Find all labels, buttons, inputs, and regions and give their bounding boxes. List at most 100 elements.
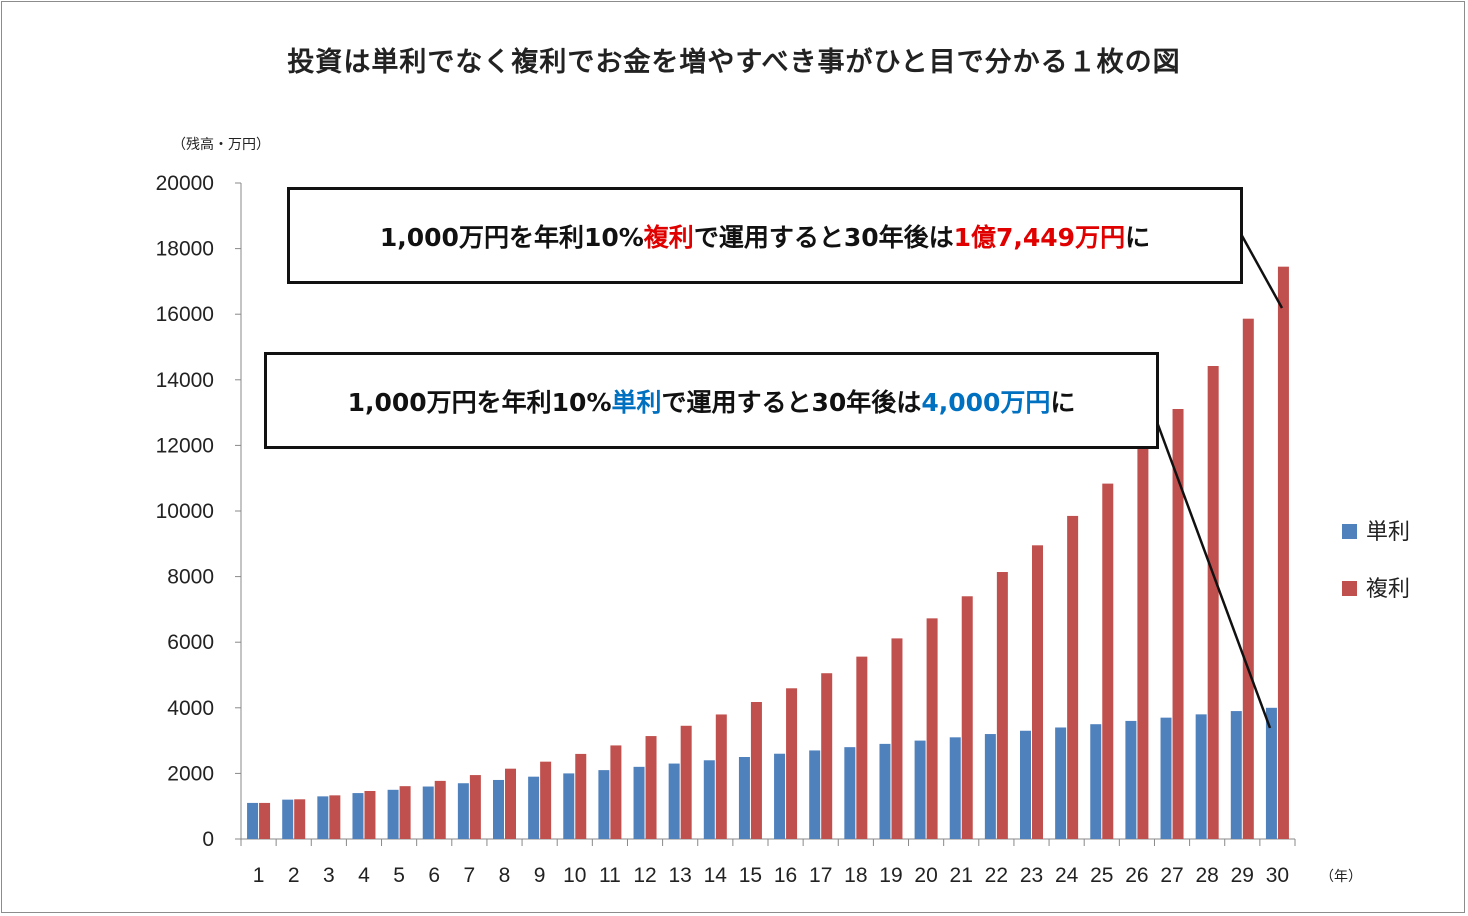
compound-interest-bar [505, 768, 516, 839]
callout-text-segment: 1,000万円を年利10% [379, 222, 644, 252]
simple-callout-box: 1,000万円を年利10% 単利 で運用すると30年後は 4,000万円に [264, 352, 1159, 449]
x-tick-label: 20 [914, 864, 937, 887]
callout-text-segment: 複利 [643, 222, 694, 252]
legend-label-compound: 複利 [1366, 577, 1410, 602]
y-tick-label: 20000 [156, 172, 214, 195]
simple-interest-bar [1125, 720, 1137, 839]
compound-interest-bar [1102, 483, 1114, 839]
compound-interest-bar [680, 725, 692, 839]
simple-interest-bar [844, 747, 856, 839]
x-tick-label: 10 [563, 864, 586, 887]
y-tick-label: 10000 [156, 500, 214, 523]
x-tick-label: 26 [1125, 864, 1148, 887]
simple-interest-bar [738, 757, 750, 839]
simple-interest-bar [633, 766, 645, 839]
compound-interest-bar [399, 786, 411, 839]
x-tick-label: 6 [428, 864, 440, 887]
chart-axes: 0 2000 4000 6000 8000 10000 12000 14000 16000 180… [156, 136, 1362, 887]
simple-callout-leader [1155, 421, 1272, 729]
compound-interest-bar [610, 745, 622, 839]
simple-interest-bar [282, 799, 294, 839]
x-tick-label: 27 [1160, 864, 1183, 887]
y-tick-label: 4000 [167, 697, 214, 720]
x-tick-label: 7 [464, 864, 476, 887]
y-axis-unit-label: （残高・万円） [172, 136, 270, 153]
simple-interest-bar [317, 796, 329, 839]
simple-interest-bar [493, 779, 504, 839]
legend-swatch-compound [1342, 581, 1357, 596]
x-tick-label: 30 [1266, 864, 1289, 887]
callout-text-segment: に [1125, 222, 1151, 252]
compound-interest-bar [961, 596, 973, 839]
simple-interest-bar [1230, 711, 1242, 839]
compound-interest-bar [1137, 448, 1149, 839]
callout-text-segment: で運用すると30年後は [693, 222, 954, 252]
compound-interest-bar [1207, 365, 1219, 839]
simple-interest-bar [914, 740, 926, 839]
x-tick-label: 15 [739, 864, 762, 887]
simple-interest-bar [1265, 707, 1277, 839]
simple-interest-bar [1160, 717, 1172, 839]
compound-interest-bar [1067, 515, 1079, 839]
compound-interest-bar [540, 761, 552, 839]
chart-title: 投資は単利でなく複利でお金を増やすべき事がひと目で分かる１枚の図 [287, 47, 1181, 78]
compound-callout-box: 1,000万円を年利10% 複利 で運用すると30年後は 1億7,449万円に [287, 187, 1243, 284]
callout-leader-lines [1155, 233, 1284, 729]
compound-interest-bar [821, 673, 833, 839]
x-tick-label: 5 [393, 864, 405, 887]
compound-interest-bar [1032, 545, 1043, 839]
compound-interest-bar [294, 799, 306, 839]
compound-interest-bar [715, 714, 727, 839]
x-tick-label: 4 [358, 864, 370, 887]
x-tick-label: 28 [1195, 864, 1218, 887]
callout-text-segment: 単利 [611, 387, 662, 417]
simple-interest-bar [1195, 714, 1207, 839]
simple-interest-bar [984, 734, 996, 839]
legend-swatch-simple [1342, 524, 1357, 539]
y-tick-label: 16000 [156, 303, 214, 326]
x-tick-label: 1 [253, 864, 265, 887]
y-tick-label: 18000 [156, 238, 214, 261]
compound-interest-bar [434, 780, 446, 839]
x-tick-label: 29 [1231, 864, 1254, 887]
x-tick-label: 19 [879, 864, 902, 887]
compound-interest-bar [750, 701, 762, 839]
x-tick-label: 11 [599, 864, 621, 887]
x-tick-label: 22 [985, 864, 1008, 887]
callout-text-segment: 1億7,449万円 [953, 222, 1126, 252]
compound-callout-leader [1239, 233, 1284, 309]
callout-text-segment: 1,000万円を年利10% [347, 387, 612, 417]
x-tick-label: 23 [1020, 864, 1043, 887]
y-tick-label: 6000 [167, 631, 214, 654]
simple-interest-bar [1020, 730, 1031, 839]
simple-interest-bar [774, 753, 786, 839]
y-tick-label: 12000 [156, 434, 214, 457]
x-tick-label: 3 [323, 864, 335, 887]
x-tick-label: 12 [633, 864, 656, 887]
simple-interest-bar [879, 743, 891, 839]
compound-interest-bar [259, 802, 271, 839]
simple-interest-bar [457, 783, 469, 839]
simple-interest-bar [563, 773, 575, 839]
y-tick-label: 2000 [167, 762, 214, 785]
x-tick-label: 24 [1055, 864, 1079, 887]
simple-interest-bar [387, 789, 399, 839]
compound-interest-bar [786, 688, 798, 839]
compound-interest-bar [996, 572, 1008, 839]
compound-interest-bar [856, 656, 868, 839]
compound-interest-bar [645, 736, 657, 839]
x-tick-label: 17 [809, 864, 832, 887]
callout-text-segment: で運用すると30年後は [661, 387, 922, 417]
legend-label-simple: 単利 [1366, 520, 1410, 545]
simple-interest-bar [247, 802, 259, 839]
simple-interest-bar [809, 750, 821, 839]
y-tick-label: 0 [202, 828, 214, 851]
simple-interest-bar [528, 776, 540, 839]
x-tick-label: 16 [774, 864, 797, 887]
simple-interest-bar [668, 763, 680, 839]
x-tick-label: 2 [288, 864, 300, 887]
compound-interest-bar [926, 618, 938, 839]
chart-bars [247, 266, 1289, 839]
